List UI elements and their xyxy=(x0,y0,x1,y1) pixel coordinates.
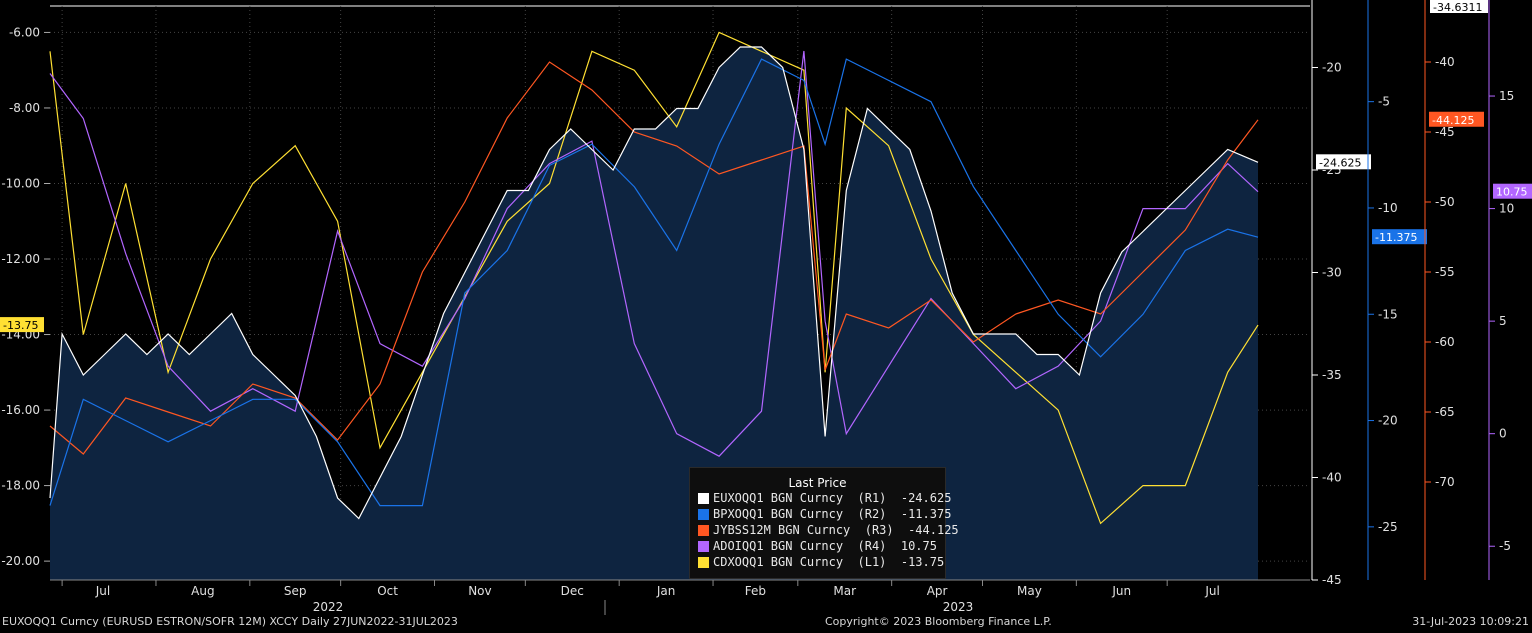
footer-ticker-info: EUXOQQ1 Curncy (EURUSD ESTRON/SOFR 12M) … xyxy=(2,615,458,628)
x-month-label: Aug xyxy=(191,584,214,598)
r3-top-value-label: -34.6311 xyxy=(1433,1,1482,14)
r2-tick-label: -25 xyxy=(1378,520,1398,534)
series-layer xyxy=(49,31,1259,580)
x-month-label: Nov xyxy=(468,584,491,598)
l1-tick-label: -20.00 xyxy=(1,554,40,568)
r4-tick-label: 0 xyxy=(1499,427,1507,441)
l1-tick-label: -18.00 xyxy=(1,479,40,493)
r1-tick-label: -20 xyxy=(1322,61,1342,75)
axes-layer: -6.00-8.00-10.00-12.00-14.00-16.00-18.00… xyxy=(0,0,1532,615)
series-line-euxoqq1 xyxy=(49,46,1259,520)
l1-tick-label: -10.00 xyxy=(1,176,40,190)
l1-last-value-label: -13.75 xyxy=(3,319,38,332)
r2-tick-label: -20 xyxy=(1378,414,1398,428)
legend-swatch xyxy=(698,524,709,536)
r3-tick-label: -60 xyxy=(1435,335,1455,349)
series-line-jybss12m xyxy=(49,61,1259,455)
legend-swatch xyxy=(698,556,709,568)
x-month-label: Sep xyxy=(284,584,307,598)
r4-tick-label: 5 xyxy=(1499,314,1507,328)
r4-tick-label: -5 xyxy=(1499,539,1511,553)
x-month-label: Jan xyxy=(656,584,676,598)
l1-last-value-badge xyxy=(0,317,44,333)
legend-rows: EUXOQQ1 BGN Curncy (R1) -24.625 BPXOQQ1 B… xyxy=(690,490,959,570)
r1-last-value-label: -24.625 xyxy=(1319,156,1361,169)
series-line-bpxoqq1 xyxy=(49,58,1259,507)
r3-tick-label: -50 xyxy=(1435,195,1455,209)
legend-title: Last Price xyxy=(788,476,847,490)
legend-entry: EUXOQQ1 BGN Curncy (R1) -24.625 xyxy=(690,490,951,506)
x-year-label: 2022 xyxy=(313,600,344,614)
x-month-label: Jun xyxy=(1111,584,1131,598)
l1-tick-label: -12.00 xyxy=(1,252,40,266)
legend-entry-text: EUXOQQ1 BGN Curncy (R1) -24.625 xyxy=(713,491,952,505)
legend-entry-text: BPXOQQ1 BGN Curncy (R2) -11.375 xyxy=(713,507,952,521)
r3-top-value-badge xyxy=(1430,0,1488,13)
r3-last-value-label: -44.125 xyxy=(1432,114,1474,127)
legend-swatch xyxy=(698,492,709,504)
l1-tick-label: -16.00 xyxy=(1,403,40,417)
x-month-label: Dec xyxy=(561,584,584,598)
r3-tick-label: -70 xyxy=(1435,475,1455,489)
r4-last-value-label: 10.75 xyxy=(1496,186,1528,199)
r3-tick-label: -65 xyxy=(1435,405,1455,419)
r2-last-value-label: -11.375 xyxy=(1375,231,1417,244)
legend: Last Price EUXOQQ1 BGN Curncy (R1) -24.6… xyxy=(689,467,959,579)
x-month-label: Jul xyxy=(1204,584,1219,598)
r2-tick-label: -10 xyxy=(1378,201,1398,215)
legend-entry: ADOIQQ1 BGN Curncy (R4) 10.75 xyxy=(690,538,945,554)
legend-entry: BPXOQQ1 BGN Curncy (R2) -11.375 xyxy=(690,506,951,522)
x-month-label: Apr xyxy=(927,584,948,598)
series-line-cdxoqq1 xyxy=(49,31,1259,525)
legend-swatch xyxy=(698,540,709,552)
r1-tick-label: -45 xyxy=(1322,573,1342,587)
r1-last-value-badge xyxy=(1316,154,1371,170)
r3-tick-label: -55 xyxy=(1435,265,1455,279)
series-line-adoiqq1 xyxy=(49,50,1259,457)
r1-tick-label: -40 xyxy=(1322,471,1342,485)
x-month-label: May xyxy=(1017,584,1042,598)
legend-entry: JYBSS12M BGN Curncy (R3) -44.125 xyxy=(690,522,959,538)
l1-tick-label: -8.00 xyxy=(9,101,40,115)
series-area-euxoqq1 xyxy=(50,47,1258,580)
legend-entry: CDXOQQ1 BGN Curncy (L1) -13.75 xyxy=(690,554,945,570)
r4-tick-label: 15 xyxy=(1499,89,1514,103)
x-year-label: 2023 xyxy=(943,600,974,614)
r3-tick-label: -45 xyxy=(1435,125,1455,139)
r2-tick-label: -5 xyxy=(1378,95,1390,109)
footer-timestamp: 31-Jul-2023 10:09:21 xyxy=(1412,615,1529,628)
r4-last-value-badge xyxy=(1493,183,1532,199)
r1-tick-label: -30 xyxy=(1322,266,1342,280)
x-month-label: Oct xyxy=(377,584,398,598)
legend-entry-text: CDXOQQ1 BGN Curncy (L1) -13.75 xyxy=(713,555,945,569)
footer-copyright: Copyright© 2023 Bloomberg Finance L.P. xyxy=(825,615,1052,628)
r4-tick-label: 10 xyxy=(1499,202,1514,216)
r3-tick-label: -40 xyxy=(1435,55,1455,69)
r1-tick-label: -35 xyxy=(1322,368,1342,382)
x-month-label: Mar xyxy=(833,584,856,598)
x-month-label: Jul xyxy=(95,584,110,598)
x-month-label: Feb xyxy=(745,584,766,598)
legend-entry-text: JYBSS12M BGN Curncy (R3) -44.125 xyxy=(713,523,959,537)
l1-tick-label: -6.00 xyxy=(9,25,40,39)
legend-swatch xyxy=(698,508,709,520)
r2-tick-label: -15 xyxy=(1378,307,1398,321)
r3-last-value-badge xyxy=(1429,111,1484,127)
r2-last-value-badge xyxy=(1372,229,1427,245)
legend-entry-text: ADOIQQ1 BGN Curncy (R4) 10.75 xyxy=(713,539,937,553)
